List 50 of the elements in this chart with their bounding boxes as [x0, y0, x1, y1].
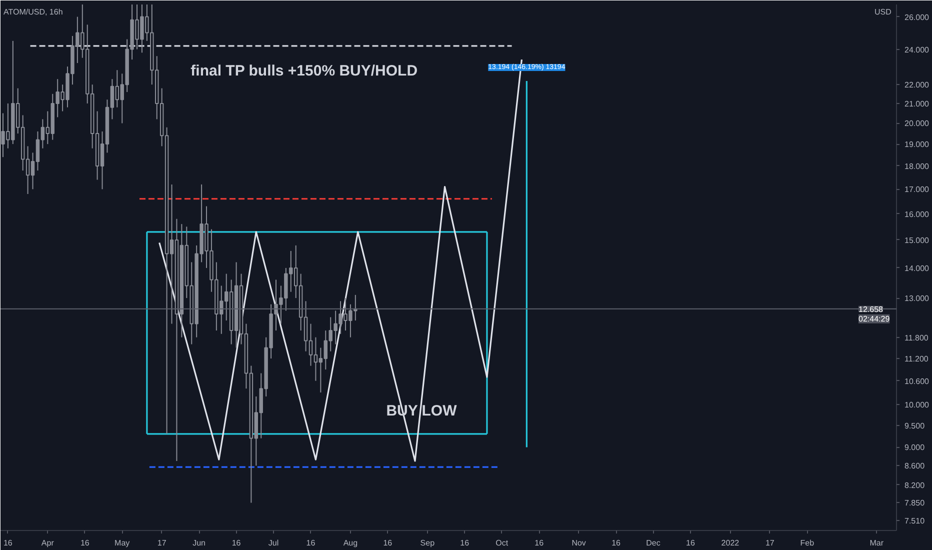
y-tick-label: 15.000	[904, 236, 930, 245]
y-tick-label: 16.000	[904, 210, 930, 219]
y-tick-label: 11.200	[904, 354, 929, 364]
y-tick-label: 10.600	[904, 376, 930, 386]
x-tick-label: 16	[460, 538, 470, 548]
y-tick-label: 19.000	[904, 140, 930, 150]
x-tick-label: 16	[306, 538, 316, 548]
x-tick-label: Feb	[800, 538, 815, 548]
y-tick-label: 14.000	[904, 264, 930, 273]
x-tick-label: Aug	[343, 538, 358, 548]
y-tick-label: 10.000	[904, 400, 930, 410]
y-axis-title: USD	[874, 8, 892, 16]
x-tick-label: 17	[765, 538, 775, 548]
y-tick-label: 20.000	[904, 119, 930, 128]
x-tick-label: May	[114, 538, 130, 548]
y-tick-label: 22.000	[904, 80, 930, 90]
y-tick-label: 8.200	[904, 480, 926, 490]
annotation: final TP bulls +150% BUY/HOLD	[190, 62, 418, 80]
x-tick-label: Oct	[496, 538, 509, 548]
x-tick-label: 16	[534, 538, 544, 548]
y-tick-label: 18.000	[904, 162, 930, 171]
x-tick-label: 16	[383, 538, 393, 548]
x-tick-label: Nov	[572, 538, 586, 548]
y-tick-label: 8.600	[904, 462, 926, 471]
x-tick-label: 16	[686, 538, 696, 548]
y-tick-label: 13.000	[904, 294, 930, 304]
y-tick-label: 11.800	[904, 333, 929, 342]
x-tick-label: Jul	[268, 538, 279, 548]
x-tick-label: Mar	[870, 538, 884, 548]
x-tick-label: 16	[612, 538, 622, 548]
x-tick-label: Sep	[420, 538, 436, 548]
x-tick-label: 2022	[721, 538, 740, 548]
x-tick-label: 16	[80, 538, 90, 548]
y-tick-label: 21.000	[904, 99, 930, 108]
x-tick-label: Jun	[192, 538, 206, 548]
x-tick-label: 16	[3, 538, 13, 548]
y-tick-label: 17.000	[904, 185, 930, 194]
y-tick-label: 9.500	[904, 421, 926, 430]
chart-title: ATOM/USD, 16h	[4, 8, 63, 16]
x-tick-label: 17	[157, 538, 167, 548]
y-tick-label: 7.510	[904, 516, 926, 526]
x-tick-label: 16	[232, 538, 242, 548]
y-tick-label: 26.000	[904, 12, 930, 22]
y-tick-label: 7.850	[904, 498, 926, 508]
y-tick-label: 24.000	[904, 45, 930, 54]
x-tick-label: Apr	[41, 538, 54, 548]
x-tick-label: Dec	[646, 538, 660, 548]
y-tick-label: 9.000	[904, 443, 926, 452]
ref-line-label: 12.658	[858, 304, 884, 314]
annotation: 02:44:29	[858, 314, 890, 324]
